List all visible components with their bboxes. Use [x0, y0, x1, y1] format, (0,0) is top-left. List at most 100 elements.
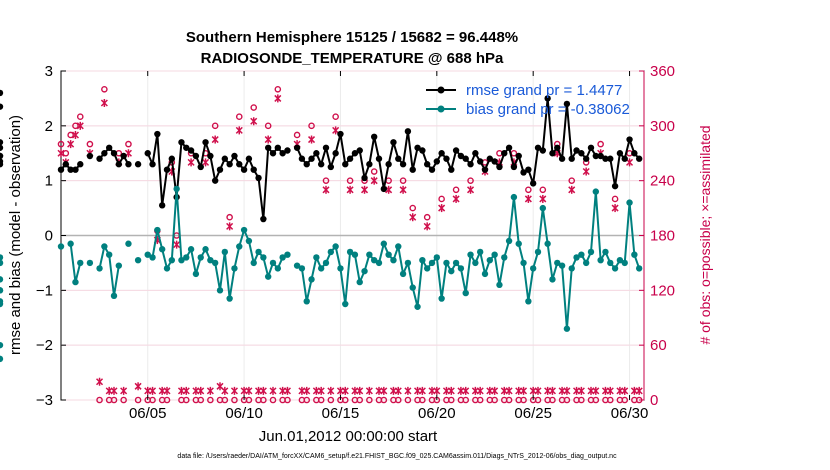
bias-point: [187, 246, 195, 253]
bias-point: [433, 254, 441, 261]
bias-point: [635, 265, 643, 272]
rmse-point: [481, 166, 489, 173]
bias-point: [346, 248, 354, 256]
rmse-point: [0, 144, 4, 151]
rmse-point: [423, 161, 431, 168]
bias-point: [337, 265, 344, 272]
obs-assimilated-marker: [418, 386, 426, 395]
y-tick-label-right: 240: [650, 173, 675, 190]
bias-point: [414, 303, 421, 310]
bias-point: [231, 265, 238, 272]
rmse-point: [149, 161, 156, 168]
bias-point: [0, 259, 4, 267]
bias-point: [375, 259, 383, 267]
bias-point: [457, 265, 465, 272]
obs-assimilated-marker: [57, 149, 65, 158]
bias-point: [505, 237, 513, 245]
bias-point: [154, 226, 161, 234]
obs-assimilated-marker: [226, 222, 234, 231]
bias-point: [303, 298, 310, 305]
bias-point: [380, 240, 388, 247]
bias-point: [351, 251, 359, 258]
rmse-point: [342, 161, 349, 168]
rmse-point: [183, 144, 190, 151]
bias-point: [578, 251, 585, 258]
obs-possible-marker: [380, 396, 388, 404]
bias-point: [582, 259, 590, 267]
rmse-point: [158, 202, 166, 209]
obs-assimilated-marker: [341, 386, 349, 395]
rmse-point: [496, 163, 503, 171]
rmse-point: [168, 155, 176, 162]
rmse-point: [501, 150, 508, 157]
legend: rmse grand pr = 1.4477 bias grand pr = -…: [426, 82, 630, 118]
y-tick-label-left: 1: [45, 173, 53, 190]
y-tick-label-right: 60: [650, 337, 667, 354]
rmse-point: [380, 185, 388, 193]
obs-possible-marker: [549, 396, 556, 404]
obs-assimilated-marker: [365, 386, 373, 395]
obs-possible-marker: [394, 396, 402, 404]
obs-assimilated-marker: [452, 194, 460, 203]
rmse-point: [626, 136, 633, 143]
bias-point: [448, 267, 455, 275]
bias-point: [0, 298, 4, 305]
rmse-point: [260, 215, 267, 223]
rmse-point: [534, 144, 542, 151]
obs-assimilated-marker: [327, 386, 335, 395]
rmse-point: [105, 144, 113, 151]
rmse-point: [587, 144, 595, 151]
x-tick-label: 06/20: [418, 405, 456, 422]
rmse-point: [582, 155, 590, 162]
obs-possible-marker: [303, 396, 311, 404]
rmse-point: [370, 133, 378, 140]
bias-point: [144, 251, 151, 258]
bias-point: [587, 248, 595, 256]
obs-assimilated-marker: [259, 386, 267, 395]
bias-point: [245, 237, 253, 245]
bias-point: [72, 278, 79, 286]
bias-point: [510, 193, 518, 201]
obs-assimilated-marker: [548, 386, 556, 395]
rmse-point: [578, 150, 585, 157]
obs-possible-marker: [226, 213, 233, 221]
y-tick-label-left: −2: [36, 337, 53, 354]
obs-assimilated-marker: [404, 386, 412, 395]
obs-assimilated-marker: [520, 386, 528, 395]
rmse-point: [616, 150, 624, 157]
bias-point: [597, 256, 604, 264]
rmse-point: [375, 155, 383, 162]
obs-possible-marker: [317, 396, 325, 404]
rmse-point: [409, 166, 416, 173]
bias-point: [534, 248, 542, 256]
bias-point: [57, 243, 65, 250]
obs-possible-marker: [491, 396, 498, 404]
obs-possible-marker: [592, 396, 600, 404]
bias-point: [115, 262, 123, 269]
obs-possible-marker: [597, 140, 604, 148]
obs-possible-marker: [134, 396, 142, 404]
y-tick-label-left: −3: [36, 392, 53, 409]
bias-point: [101, 243, 108, 250]
obs-possible-marker: [327, 396, 335, 404]
rmse-point: [385, 161, 392, 168]
obs-assimilated-marker: [539, 194, 547, 203]
bias-point: [0, 287, 4, 294]
rmse-point: [351, 150, 359, 157]
rmse-point: [539, 147, 547, 154]
rmse-point: [563, 100, 571, 108]
rmse-point: [293, 144, 301, 151]
obs-assimilated-marker: [409, 213, 417, 222]
rmse-point: [607, 155, 614, 162]
rmse-point: [332, 150, 339, 157]
rmse-point: [72, 166, 79, 173]
rmse-point: [308, 155, 315, 162]
rmse-point: [356, 147, 363, 154]
bias-point: [520, 259, 527, 267]
obs-possible-marker: [235, 113, 243, 120]
rmse-point: [525, 166, 532, 173]
obs-assimilated-marker: [592, 386, 600, 395]
bias-point: [462, 289, 469, 297]
rmse-point: [279, 150, 286, 157]
obs-assimilated-marker: [110, 386, 118, 395]
